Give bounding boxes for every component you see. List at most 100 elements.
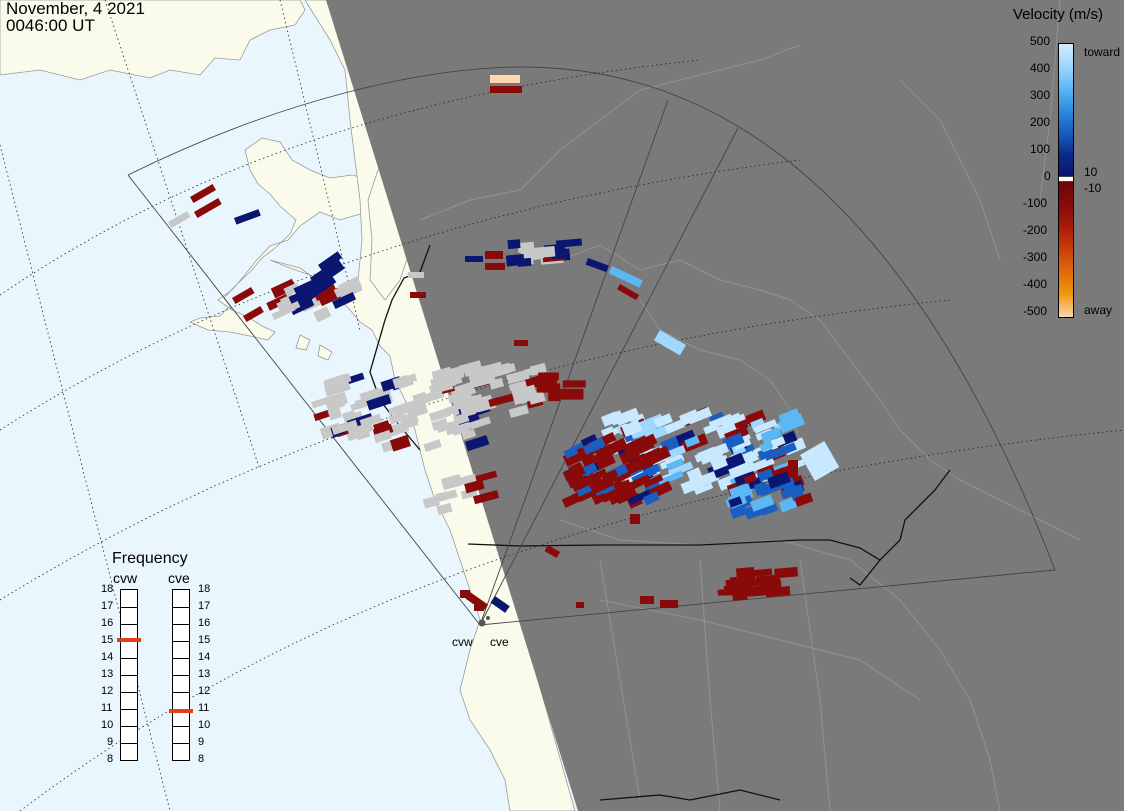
- echo-cell: [630, 514, 640, 524]
- echo-cell: [642, 491, 660, 506]
- echo-cell: [422, 495, 441, 509]
- colorbar-tick-label: -400: [1023, 277, 1048, 291]
- site-marker: [478, 619, 486, 627]
- echo-cell: [794, 492, 814, 507]
- echo-cell: [396, 376, 413, 390]
- echo-cell: [703, 422, 720, 435]
- frequency-scale: [172, 589, 190, 761]
- echo-cell: [317, 251, 343, 272]
- echo-cell: [563, 464, 586, 483]
- echo-cell: [508, 404, 529, 418]
- frequency-tick-label: 12: [101, 685, 114, 697]
- echo-cell: [513, 393, 535, 405]
- echo-cell: [446, 365, 465, 379]
- frequency-cell-divider: [121, 726, 137, 727]
- echo-cell: [233, 209, 261, 225]
- echo-cell: [511, 384, 537, 401]
- echo-cell: [607, 485, 635, 506]
- velocity-legend-title: Velocity (m/s): [1013, 6, 1104, 23]
- colorbar-away: [1059, 182, 1073, 317]
- echo-cell: [485, 251, 503, 259]
- coastlines-night: [419, 0, 1081, 811]
- frequency-tick-label: 11: [198, 702, 210, 714]
- echo-cell: [608, 266, 643, 288]
- echo-cell: [555, 238, 583, 248]
- frequency-tick-label: 16: [101, 617, 114, 629]
- echo-cell: [447, 389, 472, 404]
- echo-cell: [721, 413, 746, 429]
- echo-cell: [735, 566, 755, 580]
- echo-cell: [529, 362, 547, 376]
- echo-cell: [749, 494, 775, 512]
- echo-cell: [193, 198, 222, 219]
- echo-cell: [458, 360, 482, 374]
- echo-cell: [733, 437, 752, 451]
- echo-cell: [410, 292, 426, 298]
- echo-cell: [467, 368, 485, 380]
- colorbar-tick-label: 500: [1030, 34, 1051, 48]
- echo-cell: [778, 408, 800, 423]
- near-zero-neg-label: -10: [1084, 181, 1102, 195]
- frequency-cell-divider: [121, 658, 137, 659]
- echo-cell: [506, 369, 530, 385]
- echo-cell: [323, 376, 341, 388]
- echo-cell: [745, 409, 767, 427]
- frequency-cell-divider: [173, 658, 189, 659]
- colorbar-tick-label: 0: [1044, 169, 1051, 183]
- echo-cell: [460, 590, 470, 598]
- echo-cell: [538, 373, 558, 380]
- echo-cell: [366, 394, 392, 411]
- echo-layer: [168, 75, 840, 613]
- echo-cell: [283, 282, 301, 297]
- away-label: away: [1084, 303, 1113, 317]
- echo-cell: [602, 410, 624, 426]
- echo-cell: [740, 450, 759, 466]
- colorbar-tick-label: 200: [1030, 115, 1051, 129]
- frequency-tick-label: 10: [198, 719, 211, 731]
- frequency-cell-divider: [121, 709, 137, 710]
- frequency-marker: [117, 638, 141, 642]
- echo-cell: [445, 421, 472, 436]
- echo-cell: [231, 287, 255, 305]
- echo-cell: [168, 211, 191, 229]
- echo-cell: [488, 393, 514, 408]
- echo-cell: [759, 440, 774, 452]
- echo-cell: [601, 486, 624, 503]
- echo-cell: [423, 439, 442, 452]
- frequency-cell-divider: [173, 624, 189, 625]
- frequency-marker: [169, 709, 193, 714]
- night-shading: [326, 0, 1124, 811]
- echo-cell: [576, 602, 584, 608]
- echo-cell: [436, 502, 453, 516]
- time-label: 0046:00 UT: [6, 16, 95, 35]
- echo-cell: [566, 473, 586, 489]
- echo-cell: [755, 574, 780, 586]
- echo-cell: [800, 441, 840, 481]
- echo-cell: [408, 272, 424, 278]
- echo-cell: [387, 402, 410, 416]
- echo-cell: [272, 279, 295, 295]
- echo-cell: [485, 263, 505, 270]
- frequency-tick-label: 10: [101, 719, 114, 731]
- echo-cell: [619, 445, 643, 462]
- echo-cell: [741, 579, 762, 588]
- echo-cell: [271, 304, 296, 320]
- echo-cell: [664, 419, 685, 434]
- echo-cell: [698, 470, 720, 487]
- echo-cell: [514, 340, 528, 346]
- echo-cell: [760, 426, 783, 444]
- colorbar-toward: [1059, 44, 1073, 176]
- frequency-tick-label: 13: [101, 668, 114, 680]
- frequency-cell-divider: [121, 692, 137, 693]
- frequency-tick-label: 12: [198, 685, 211, 697]
- echo-cell: [441, 474, 463, 491]
- echo-cell: [474, 470, 498, 483]
- frequency-cell-divider: [121, 624, 137, 625]
- echo-cell: [622, 435, 649, 455]
- site-label: cve: [490, 635, 509, 649]
- echo-cell: [562, 380, 586, 388]
- frequency-title: Frequency: [112, 550, 188, 567]
- echo-cell: [621, 419, 643, 438]
- echo-cell: [725, 452, 746, 470]
- frequency-tick-label: 18: [198, 583, 211, 595]
